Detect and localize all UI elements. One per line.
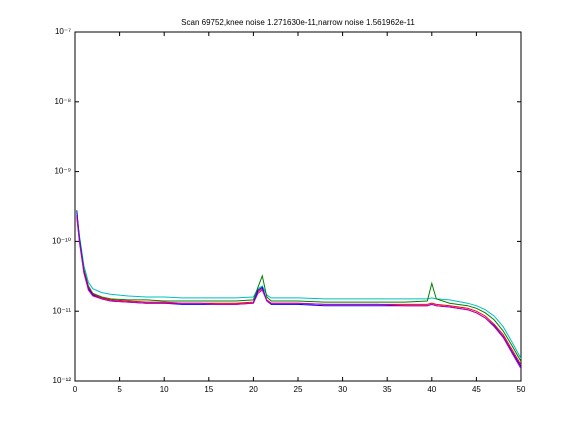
x-tick-label: 40 <box>427 385 436 394</box>
x-tick-label: 50 <box>517 385 526 394</box>
chart-title: Scan 69752,knee noise 1.271630e-11,narro… <box>181 18 415 27</box>
y-tick-label: 10⁻⁸ <box>55 97 72 106</box>
x-tick-label: 0 <box>73 385 78 394</box>
x-tick-label: 35 <box>383 385 392 394</box>
plot-frame <box>74 31 522 382</box>
x-tick-label: 10 <box>160 385 169 394</box>
y-tick-label: 10⁻¹⁰ <box>52 237 71 246</box>
x-tick-label: 20 <box>249 385 258 394</box>
y-tick-label: 10⁻⁹ <box>54 167 71 176</box>
y-tick-label: 10⁻¹¹ <box>53 306 72 315</box>
y-tick-label: 10⁻¹² <box>53 376 72 385</box>
series-line <box>76 212 522 362</box>
x-tick-label: 25 <box>294 385 303 394</box>
x-tick-label: 15 <box>204 385 213 394</box>
x-tick-label: 45 <box>472 385 481 394</box>
x-tick-label: 5 <box>117 385 122 394</box>
y-tick-label: 10⁻⁷ <box>55 27 71 36</box>
x-tick-label: 30 <box>338 385 347 394</box>
series-line <box>76 216 522 369</box>
